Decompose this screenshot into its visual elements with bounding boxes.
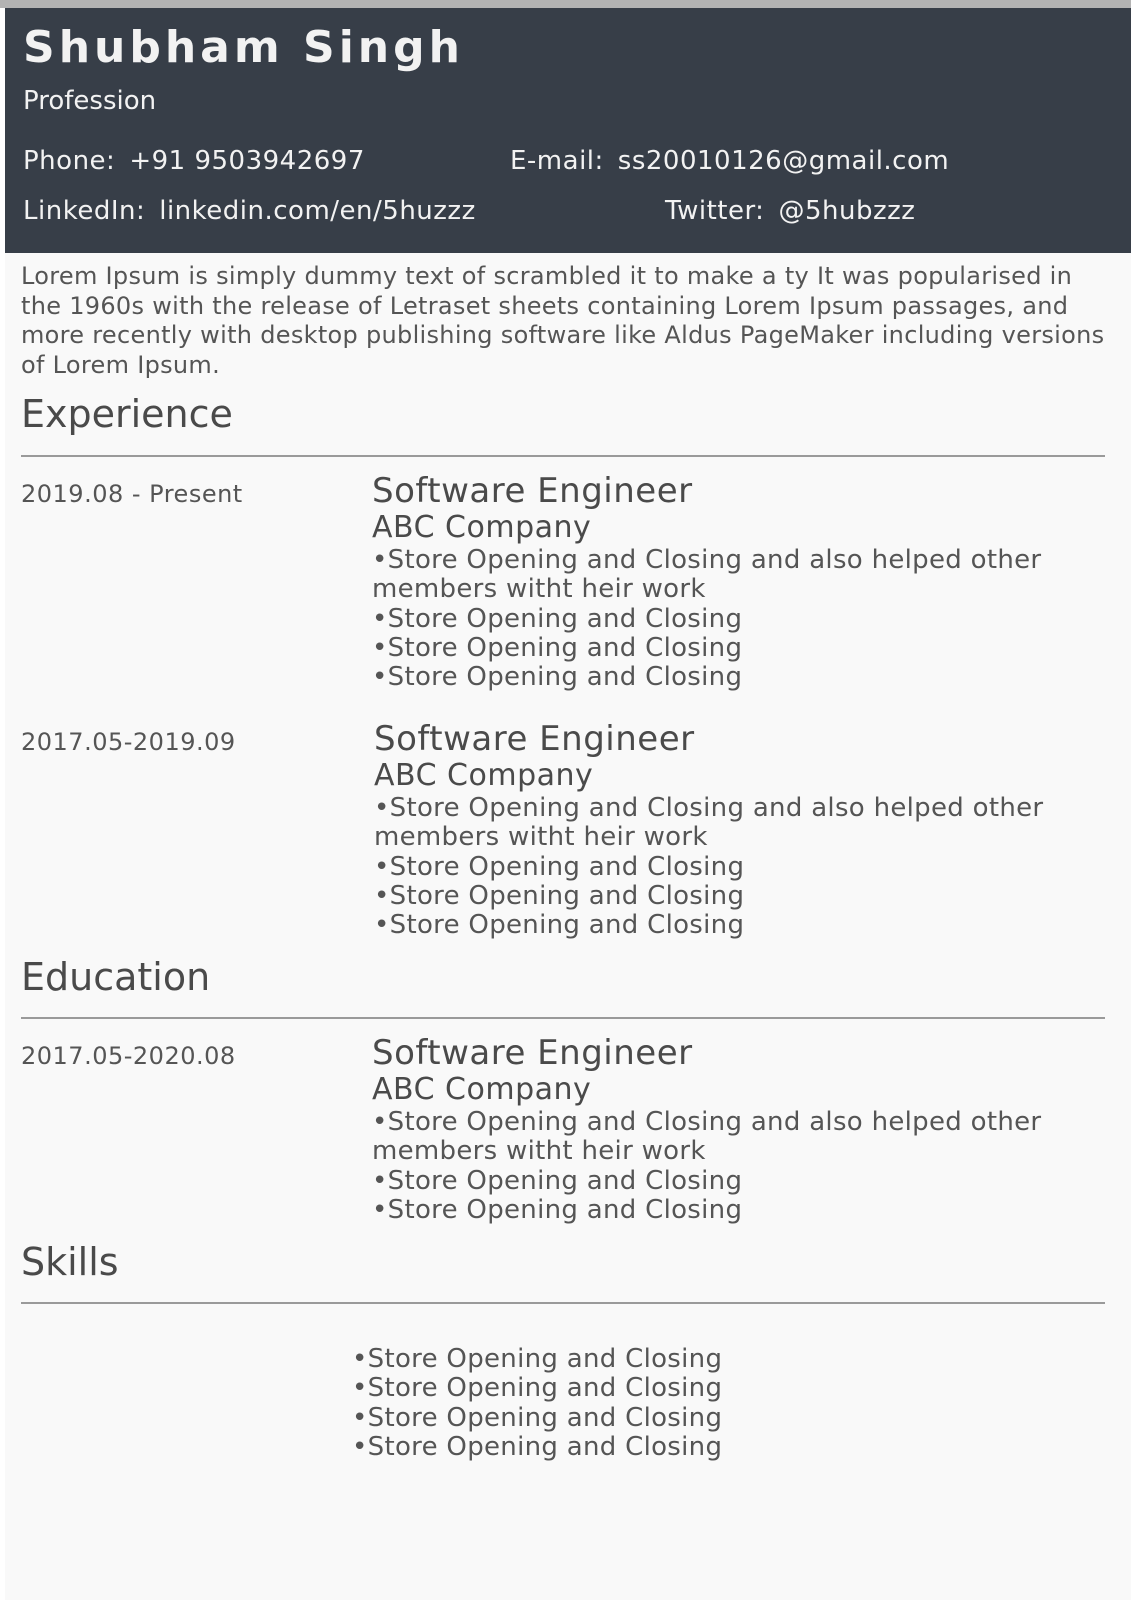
experience-date: 2017.05-2019.09 — [21, 728, 236, 756]
contact-email: E-mail: ss20010126@gmail.com — [510, 146, 949, 176]
duty-item: Store Opening and Closing — [374, 881, 1074, 911]
resume-header: Shubham Singh Profession Phone: +91 95039… — [5, 8, 1131, 253]
experience-date: 2019.08 - Present — [21, 480, 243, 508]
profession-label: Profession — [23, 86, 157, 116]
duty-list: Store Opening and Closing and also helpe… — [374, 793, 1074, 940]
company-name: ABC Company — [374, 758, 594, 793]
company-name: ABC Company — [372, 510, 592, 545]
linkedin-label: LinkedIn: — [23, 196, 146, 226]
experience-entry: Software Engineer ABC Company Store Open… — [372, 472, 1072, 692]
detail-list: Store Opening and Closing and also helpe… — [372, 1107, 1072, 1225]
skills-heading: Skills — [21, 1240, 119, 1284]
experience-divider — [21, 455, 1105, 457]
education-divider — [21, 1017, 1105, 1019]
duty-item: Store Opening and Closing — [374, 910, 1074, 940]
email-value: ss20010126@gmail.com — [617, 146, 950, 176]
skills-divider — [21, 1302, 1105, 1304]
profile-summary: Lorem Ipsum is simply dummy text of scra… — [21, 262, 1105, 379]
education-date: 2017.05-2020.08 — [21, 1042, 236, 1070]
email-label: E-mail: — [510, 146, 604, 176]
candidate-name: Shubham Singh — [23, 22, 464, 73]
linkedin-value: linkedin.com/en/5huzzz — [159, 196, 476, 226]
experience-heading: Experience — [21, 392, 233, 436]
degree-title: Software Engineer — [372, 1033, 693, 1073]
detail-item: Store Opening and Closing and also helpe… — [372, 1107, 1072, 1167]
job-title: Software Engineer — [372, 471, 693, 511]
duty-item: Store Opening and Closing and also helpe… — [374, 793, 1074, 853]
duty-item: Store Opening and Closing — [372, 662, 1072, 692]
skills-list: Store Opening and Closing Store Opening … — [352, 1344, 1052, 1462]
top-strip — [0, 0, 1131, 8]
skill-item: Store Opening and Closing — [352, 1432, 1052, 1462]
duty-item: Store Opening and Closing — [372, 604, 1072, 634]
duty-item: Store Opening and Closing — [374, 852, 1074, 882]
contact-phone: Phone: +91 9503942697 — [23, 146, 365, 176]
phone-label: Phone: — [23, 146, 116, 176]
twitter-label: Twitter: — [665, 196, 765, 226]
detail-item: Store Opening and Closing — [372, 1195, 1072, 1225]
experience-entry: Software Engineer ABC Company Store Open… — [374, 720, 1074, 940]
institution-name: ABC Company — [372, 1072, 592, 1107]
duty-item: Store Opening and Closing and also helpe… — [372, 545, 1072, 605]
contact-twitter: Twitter: @5hubzzz — [665, 196, 915, 226]
education-heading: Education — [21, 955, 211, 999]
skill-item: Store Opening and Closing — [352, 1373, 1052, 1403]
skill-item: Store Opening and Closing — [352, 1403, 1052, 1433]
contact-linkedin: LinkedIn: linkedin.com/en/5huzzz — [23, 196, 476, 226]
duty-list: Store Opening and Closing and also helpe… — [372, 545, 1072, 692]
twitter-value: @5hubzzz — [778, 196, 916, 226]
skill-item: Store Opening and Closing — [352, 1344, 1052, 1374]
detail-item: Store Opening and Closing — [372, 1166, 1072, 1196]
job-title: Software Engineer — [374, 719, 695, 759]
phone-value: +91 9503942697 — [129, 146, 365, 176]
education-entry: Software Engineer ABC Company Store Open… — [372, 1034, 1072, 1225]
duty-item: Store Opening and Closing — [372, 633, 1072, 663]
